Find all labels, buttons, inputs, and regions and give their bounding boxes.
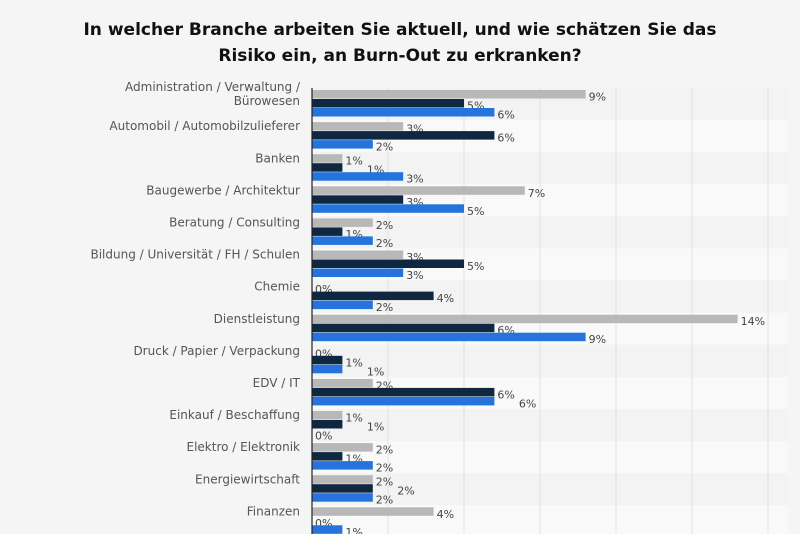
bar — [312, 378, 373, 388]
category-label: Baugewerbe / Architektur — [146, 183, 300, 197]
data-label: 6% — [497, 388, 514, 401]
bar — [312, 323, 495, 333]
data-label: 2% — [376, 444, 393, 457]
category-label: Dienstleistung — [214, 312, 300, 326]
data-label: 1% — [367, 421, 384, 434]
bar — [312, 99, 464, 108]
bar — [312, 411, 343, 420]
bar — [312, 259, 464, 268]
bar — [312, 396, 495, 406]
bar — [312, 314, 738, 324]
bar — [312, 108, 495, 117]
data-label: 9% — [589, 333, 606, 346]
category-label: Chemie — [254, 280, 300, 294]
bar — [312, 250, 404, 259]
bar — [312, 484, 373, 493]
category-label: Elektro / Elektronik — [187, 440, 301, 454]
data-label: 2% — [397, 485, 414, 498]
category-label: Banken — [255, 151, 300, 165]
bar — [312, 122, 404, 131]
data-label: 4% — [437, 508, 454, 521]
bar — [312, 154, 343, 163]
data-label: 6% — [519, 397, 536, 410]
data-label: 5% — [467, 260, 484, 273]
row-band — [312, 344, 788, 377]
bar — [312, 131, 495, 140]
data-label: 7% — [528, 187, 545, 200]
category-label: EDV / IT — [253, 376, 301, 390]
bar — [312, 420, 343, 429]
data-label: 14% — [741, 315, 765, 328]
bar — [312, 493, 373, 502]
row-band — [312, 441, 788, 474]
category-label: Energiewirtschaft — [195, 472, 300, 486]
data-label: 1% — [367, 365, 384, 378]
bar — [312, 387, 495, 397]
bar — [312, 525, 343, 534]
bar — [312, 163, 343, 172]
data-label: 1% — [345, 356, 362, 369]
data-label: 2% — [376, 237, 393, 250]
bar — [312, 355, 343, 365]
bar — [312, 452, 343, 461]
data-label: 6% — [497, 132, 514, 145]
bar — [312, 300, 373, 310]
bar — [312, 507, 434, 516]
bar — [312, 475, 373, 484]
bar — [312, 90, 586, 99]
category-label: Administration / Verwaltung / Bürowesen — [125, 80, 301, 108]
bar — [312, 218, 373, 227]
bar — [312, 186, 525, 195]
row-band — [312, 216, 788, 249]
data-label: 1% — [345, 412, 362, 425]
data-label: 3% — [406, 269, 423, 282]
data-label: 9% — [589, 91, 606, 104]
data-label: 2% — [376, 462, 393, 475]
row-band — [312, 473, 788, 506]
bar — [312, 227, 343, 236]
data-label: 2% — [376, 141, 393, 154]
bar — [312, 195, 404, 204]
bar — [312, 364, 343, 374]
data-label: 5% — [467, 205, 484, 218]
category-label: Bildung / Universität / FH / Schulen — [90, 248, 300, 262]
category-label: Beratung / Consulting — [169, 215, 300, 229]
data-label: 6% — [497, 109, 514, 122]
data-label: 3% — [406, 173, 423, 186]
bar — [312, 443, 373, 452]
bar — [312, 140, 373, 149]
data-label: 1% — [345, 526, 362, 534]
bar — [312, 332, 586, 342]
bar — [312, 461, 373, 470]
bar — [312, 291, 434, 301]
chart-title-line-2: Risiko ein, an Burn-Out zu erkranken? — [218, 46, 582, 66]
data-label: 2% — [376, 476, 393, 489]
data-label: 0% — [315, 430, 332, 443]
category-label: Automobil / Automobilzulieferer — [109, 119, 300, 133]
data-label: 4% — [437, 292, 454, 305]
bar — [312, 172, 404, 181]
bar — [312, 268, 404, 277]
data-label: 2% — [376, 301, 393, 314]
data-label: 1% — [345, 155, 362, 168]
chart-title: In welcher Branche arbeiten Sie aktuell,… — [0, 17, 800, 69]
row-band — [312, 409, 788, 442]
data-label: 2% — [376, 219, 393, 232]
category-label: Einkauf / Beschaffung — [169, 408, 300, 422]
category-label: Druck / Papier / Verpackung — [133, 344, 300, 358]
data-label: 2% — [376, 494, 393, 507]
bar — [312, 236, 373, 245]
category-label: Finanzen — [247, 504, 300, 518]
bar — [312, 204, 464, 213]
chart-title-line-1: In welcher Branche arbeiten Sie aktuell,… — [83, 20, 717, 40]
